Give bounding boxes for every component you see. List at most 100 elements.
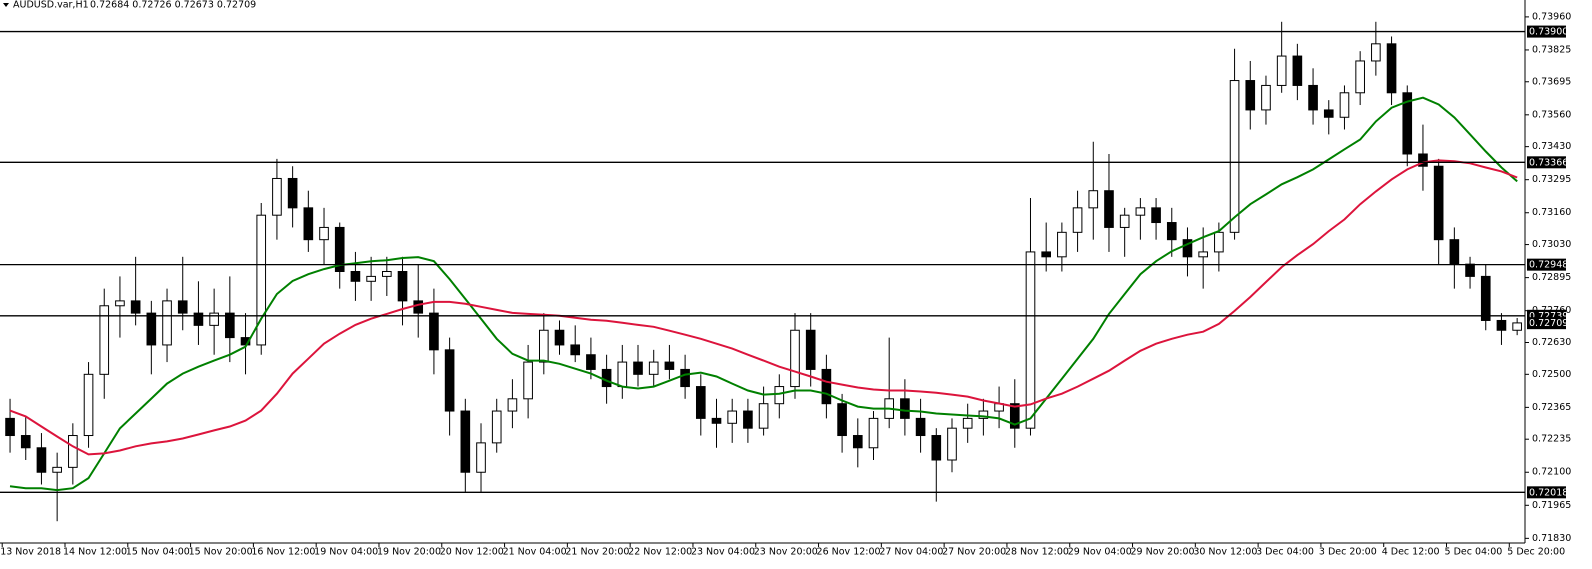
- level-box: [1527, 25, 1566, 38]
- candle-body: [664, 361, 675, 370]
- x-tick-label: 30 Nov 12:00: [1193, 547, 1257, 558]
- candle-body: [900, 398, 910, 419]
- candle-body: [382, 271, 392, 277]
- candle-body: [476, 442, 486, 473]
- level-label: 0.72948: [1529, 260, 1568, 271]
- candle-body: [1402, 92, 1413, 155]
- candle-body: [915, 417, 926, 437]
- candle-body: [429, 312, 439, 351]
- candle-body: [209, 312, 219, 326]
- level-label: 0.73900: [1529, 27, 1568, 38]
- x-tick-label: 19 Nov 20:00: [377, 547, 441, 558]
- y-tick-label: 0.73430: [1532, 141, 1571, 152]
- candle-body: [1292, 55, 1303, 86]
- y-tick-label: 0.73030: [1532, 239, 1571, 250]
- x-tick-label: 21 Nov 04:00: [503, 547, 567, 558]
- x-tick-label: 3 Dec 20:00: [1319, 547, 1377, 558]
- candle-body: [601, 368, 612, 388]
- x-tick-label: 14 Nov 12:00: [63, 547, 127, 558]
- candle-body: [805, 329, 816, 370]
- candle-body: [743, 410, 753, 429]
- candle-body: [1371, 43, 1381, 62]
- candle-body: [36, 447, 47, 473]
- candle-body: [821, 368, 832, 405]
- candle-body: [83, 373, 94, 437]
- candle-body: [366, 275, 376, 282]
- candle-body: [1025, 251, 1036, 429]
- candle-body: [1151, 207, 1161, 224]
- candle-body: [1135, 207, 1146, 216]
- x-tick-label: 5 Dec 20:00: [1507, 547, 1565, 558]
- candle-body: [1009, 403, 1020, 429]
- x-tick-label: 13 Nov 2018: [0, 547, 61, 558]
- moving-average: [9, 159, 1518, 456]
- candle-body: [130, 300, 141, 314]
- candle-body: [444, 349, 455, 412]
- candle-body: [303, 207, 314, 241]
- level-label: 0.72018: [1529, 487, 1568, 498]
- x-tick-label: 20 Nov 12:00: [440, 547, 504, 558]
- candle-body: [978, 410, 989, 419]
- y-tick-label: 0.73825: [1532, 44, 1571, 55]
- y-tick-label: 0.71830: [1532, 533, 1571, 544]
- candle-body: [695, 386, 706, 419]
- level-box: [1527, 258, 1566, 271]
- candle-body: [225, 312, 235, 339]
- candle-body: [727, 410, 738, 424]
- candle-body: [947, 427, 957, 461]
- candle-body: [711, 417, 722, 424]
- y-tick-label: 0.73295: [1532, 174, 1571, 185]
- candle-body: [1449, 239, 1460, 265]
- y-tick-label: 0.72895: [1532, 272, 1571, 283]
- candle-body: [1104, 190, 1114, 228]
- candle-body: [68, 435, 78, 468]
- x-tick-label: 23 Nov 20:00: [754, 547, 818, 558]
- current-price-box: [1527, 317, 1566, 330]
- candle-body: [460, 410, 471, 473]
- x-tick-label: 21 Nov 20:00: [565, 547, 629, 558]
- candle-body: [1496, 319, 1507, 331]
- y-tick-label: 0.73960: [1532, 11, 1571, 22]
- candle-body: [758, 403, 769, 429]
- candle-body: [334, 226, 345, 272]
- candle-body: [1057, 231, 1067, 258]
- candle-body: [52, 466, 62, 473]
- y-tick-label: 0.71965: [1532, 500, 1571, 511]
- x-tick-label: 16 Nov 12:00: [251, 547, 315, 558]
- candle-body: [397, 271, 408, 302]
- x-tick-label: 29 Nov 20:00: [1131, 547, 1195, 558]
- candle-body: [570, 344, 581, 356]
- candle-body: [99, 305, 110, 375]
- moving-average: [9, 96, 1518, 492]
- y-tick-label: 0.72500: [1532, 369, 1571, 380]
- candle-body: [1480, 275, 1491, 321]
- candle-body: [1198, 251, 1208, 258]
- candle-body: [507, 398, 518, 412]
- x-tick-label: 28 Nov 12:00: [1005, 547, 1069, 558]
- candle-body: [852, 435, 863, 449]
- y-tick-label: 0.72630: [1532, 337, 1571, 348]
- candle-body: [680, 368, 690, 388]
- x-tick-label: 27 Nov 04:00: [879, 547, 943, 558]
- x-tick-label: 23 Nov 04:00: [691, 547, 755, 558]
- candle-body: [319, 226, 329, 241]
- x-tick-label: 29 Nov 04:00: [1068, 547, 1132, 558]
- candle-body: [146, 312, 157, 346]
- candle-body: [837, 403, 847, 437]
- candle-body: [1323, 109, 1334, 118]
- candle-body: [413, 300, 424, 314]
- candle-body: [1418, 153, 1428, 167]
- ohlc-info: 0.72684 0.72726 0.72673 0.72709: [90, 0, 256, 11]
- candle-body: [586, 354, 596, 370]
- candle-body: [350, 271, 361, 282]
- candle-body: [1339, 92, 1350, 118]
- candle-body: [1041, 251, 1051, 258]
- candle-body: [648, 361, 659, 375]
- y-tick-label: 0.73560: [1532, 109, 1571, 120]
- candle-body: [1308, 84, 1318, 111]
- candle-body: [538, 329, 549, 363]
- level-box: [1527, 156, 1566, 169]
- candle-body: [790, 329, 800, 388]
